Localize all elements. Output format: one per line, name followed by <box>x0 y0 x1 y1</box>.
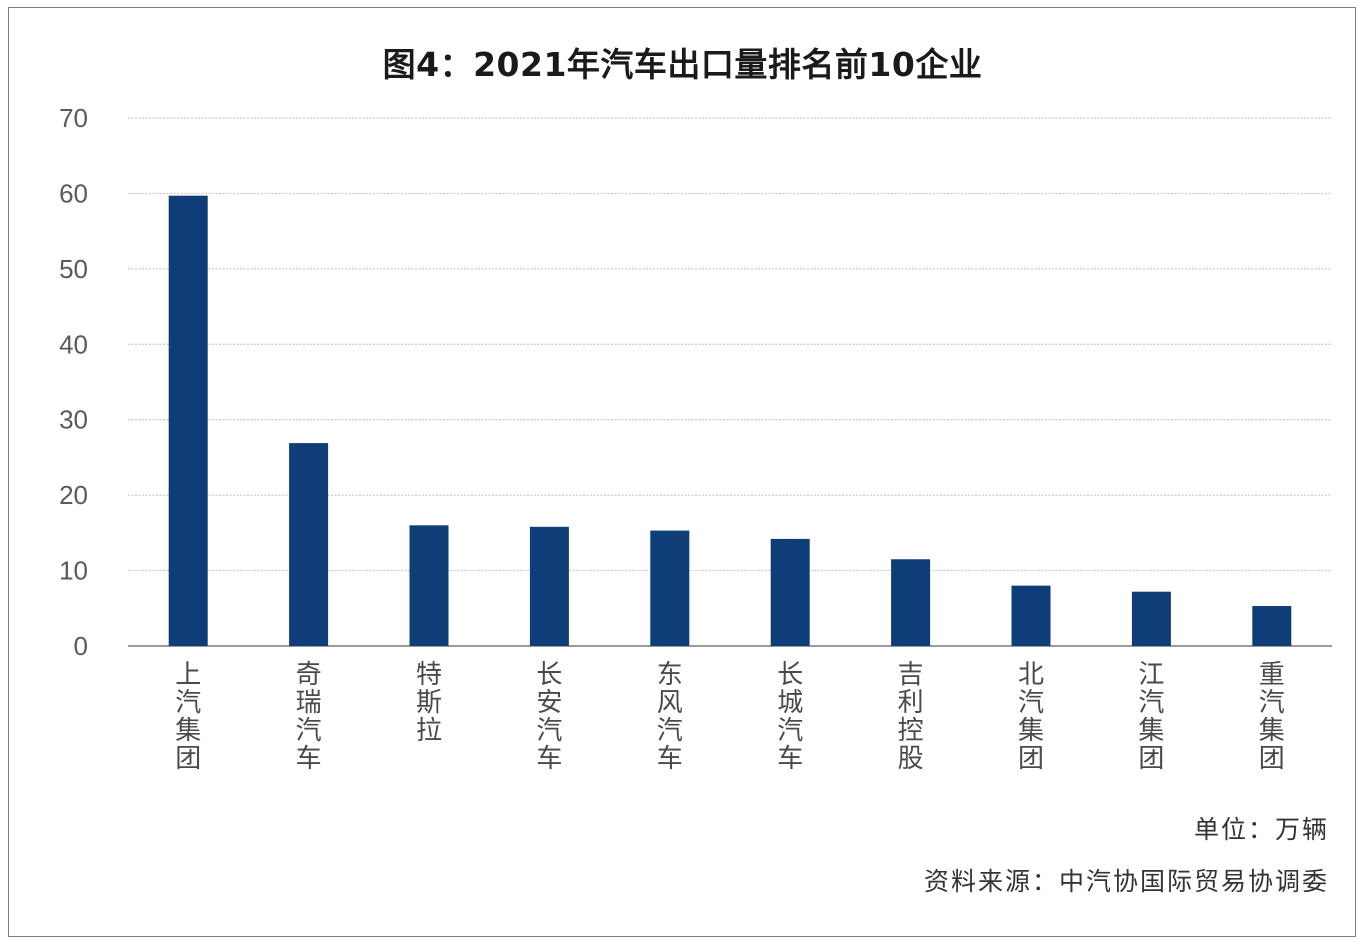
gridlines <box>128 117 1332 647</box>
y-tick-label: 30 <box>59 405 88 435</box>
bar <box>770 538 810 646</box>
x-tick-label: 重汽集团 <box>1259 660 1285 774</box>
bar <box>1252 606 1292 646</box>
bar <box>289 443 329 646</box>
x-tick-label: 长安汽车 <box>536 660 562 774</box>
y-tick-label: 60 <box>59 178 88 208</box>
bar <box>1131 591 1171 646</box>
x-tick-label: 江汽集团 <box>1138 660 1164 774</box>
bar <box>1011 585 1051 646</box>
y-tick-label: 10 <box>59 556 88 586</box>
bars <box>168 195 1292 647</box>
bar <box>650 530 690 646</box>
bar <box>409 525 449 646</box>
x-tick-label: 北汽集团 <box>1018 660 1044 774</box>
y-tick-label: 50 <box>59 254 88 284</box>
bar <box>168 195 208 647</box>
y-axis-ticks: 0 10 20 30 40 50 60 70 <box>59 103 88 661</box>
y-tick-label: 40 <box>59 329 88 359</box>
bar <box>891 559 931 646</box>
x-tick-label: 吉利控股 <box>898 660 924 774</box>
x-axis-labels: 上汽集团 奇瑞汽车 特斯拉 长安汽车 东风汽车 长城汽车 吉利控股 北汽集团 江汽集团 重汽集团 <box>175 660 1285 774</box>
chart-frame <box>8 7 1356 937</box>
unit-note: 单位：万辆 <box>1193 815 1329 844</box>
x-tick-label: 上汽集团 <box>175 660 201 774</box>
y-tick-label: 0 <box>74 631 88 661</box>
x-tick-label: 长城汽车 <box>777 660 803 774</box>
x-tick-label: 特斯拉 <box>416 660 442 746</box>
bar <box>529 526 569 646</box>
y-tick-label: 70 <box>59 103 88 133</box>
x-tick-label: 东风汽车 <box>657 660 683 774</box>
source-note: 资料来源：中汽协国际贸易协调委 <box>923 867 1329 896</box>
x-tick-label: 奇瑞汽车 <box>296 660 322 774</box>
y-tick-label: 20 <box>59 480 88 510</box>
chart-title: 图4：2021年汽车出口量排名前10企业 <box>382 45 983 84</box>
